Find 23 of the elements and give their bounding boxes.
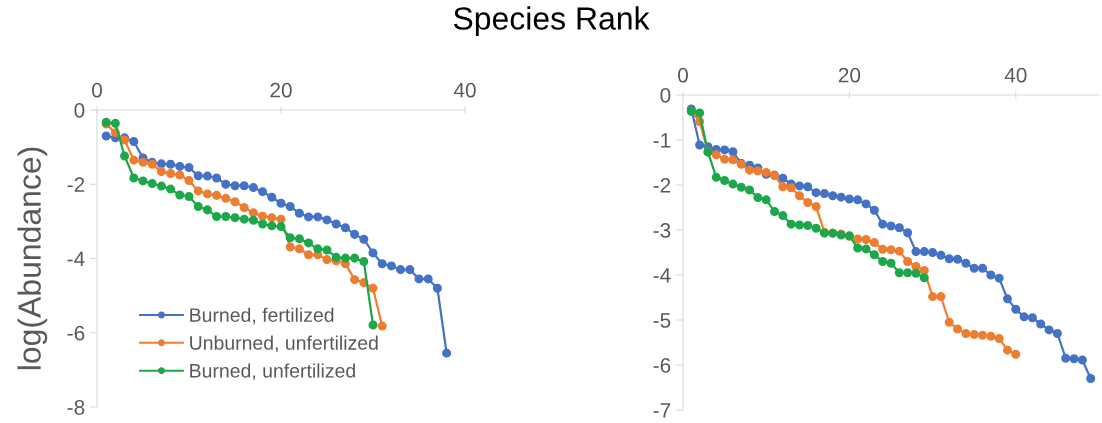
y-tick-label: -1: [653, 133, 671, 148]
legend-label: Burned, unfertilized: [190, 363, 355, 380]
x-tick-label: 0: [678, 67, 688, 83]
x-tick-label: 0: [92, 82, 102, 98]
y-tick-label: -8: [67, 400, 85, 415]
y-axis-title: log(Abundance): [17, 147, 48, 370]
x-tick-label: 40: [1004, 67, 1027, 83]
x-tick-label: 40: [453, 82, 476, 98]
y-tick-label: -3: [653, 223, 671, 238]
y-tick-label: -4: [67, 251, 85, 267]
x-tick-label: 20: [270, 82, 292, 98]
y-tick-label: -6: [653, 358, 671, 373]
text: Species Rank: [453, 6, 650, 37]
y-tick-label: -6: [67, 325, 85, 341]
y-tick-label: -2: [653, 178, 671, 193]
legend-label: Burned, fertilized: [190, 307, 334, 325]
y-tick-label: 0: [74, 103, 85, 118]
legend-label: Unburned, unfertilized: [190, 335, 378, 353]
y-tick-label: -5: [653, 313, 671, 328]
y-tick-label: -2: [67, 177, 85, 192]
x-tick-label: 20: [838, 67, 861, 83]
y-tick-label: -7: [653, 403, 671, 418]
y-tick-label: -4: [653, 268, 671, 283]
